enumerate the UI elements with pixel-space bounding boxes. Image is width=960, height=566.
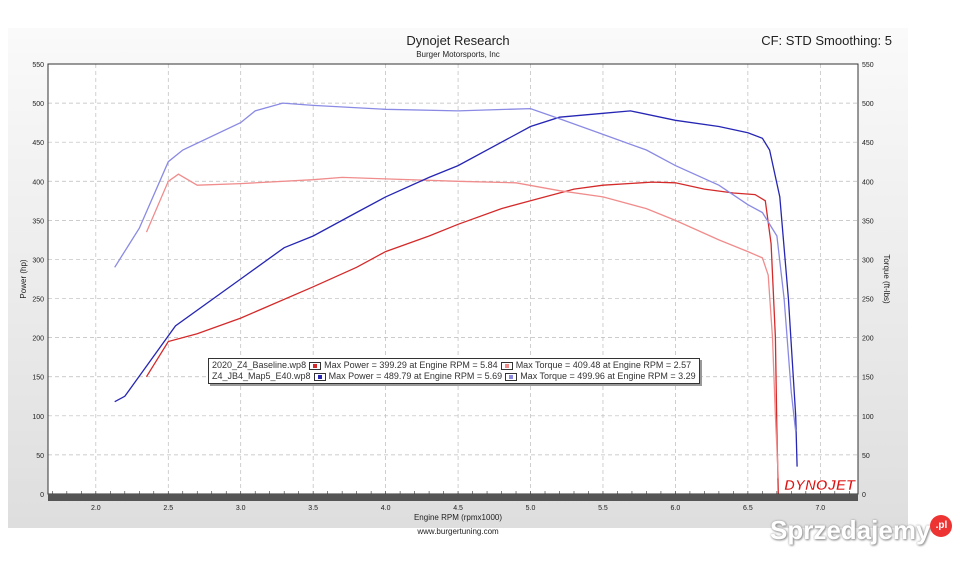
y-axis-label: Power (hp)	[19, 259, 28, 298]
y-tick-label: 0	[40, 492, 44, 499]
plot-area	[48, 64, 858, 494]
legend-row: Z4_JB4_Map5_E40.wp8 Max Power = 489.79 at…	[212, 371, 696, 382]
legend: 2020_Z4_Baseline.wp8 Max Power = 399.29 a…	[208, 358, 700, 384]
y-tick-label: 550	[32, 62, 44, 69]
chart-title: Dynojet Research	[406, 33, 509, 48]
footer-url: www.burgertuning.com	[416, 527, 499, 536]
y-tick-label: 100	[32, 414, 44, 421]
x-tick-label: 6.0	[671, 505, 681, 512]
y2-tick-label: 550	[862, 62, 874, 69]
watermark: Sprzedajemy .pl	[770, 515, 953, 546]
watermark-text: Sprzedajemy	[770, 515, 931, 545]
y2-tick-label: 100	[862, 414, 874, 421]
y-tick-label: 50	[36, 453, 44, 460]
series-line-2	[114, 110, 798, 467]
y2-axis-label: Torque (ft-lbs)	[882, 254, 891, 304]
power-swatch	[309, 361, 322, 370]
x-tick-label: 5.0	[526, 505, 536, 512]
x-tick-label: 3.0	[236, 505, 246, 512]
torque-swatch	[500, 361, 513, 370]
y2-tick-label: 150	[862, 375, 874, 382]
x-axis-bar	[48, 494, 858, 501]
x-tick-label: 6.5	[743, 505, 753, 512]
y2-tick-label: 50	[862, 453, 870, 460]
y2-tick-label: 200	[862, 336, 874, 343]
chart-subtitle: Burger Motorsports, Inc	[416, 50, 500, 59]
y2-tick-label: 350	[862, 218, 874, 225]
y2-tick-label: 400	[862, 179, 874, 186]
y2-tick-label: 0	[862, 492, 866, 499]
legend-row: 2020_Z4_Baseline.wp8 Max Power = 399.29 a…	[212, 360, 696, 371]
y-tick-label: 500	[32, 101, 44, 108]
y2-tick-label: 450	[862, 140, 874, 147]
y2-tick-label: 500	[862, 101, 874, 108]
legend-file: Z4_JB4_Map5_E40.wp8	[212, 371, 311, 381]
torque-swatch	[505, 372, 518, 381]
y-tick-label: 400	[32, 179, 44, 186]
y2-tick-label: 300	[862, 257, 874, 264]
dynojet-logo: DYNOJET	[784, 477, 857, 494]
series-line-3	[114, 102, 797, 432]
x-tick-label: 2.5	[163, 505, 173, 512]
x-tick-label: 2.0	[91, 505, 101, 512]
settings-label: CF: STD Smoothing: 5	[761, 33, 892, 48]
x-tick-label: 4.5	[453, 505, 463, 512]
y-tick-label: 150	[32, 375, 44, 382]
y-tick-label: 450	[32, 140, 44, 147]
legend-torque: Max Torque = 499.96 at Engine RPM = 3.29	[520, 371, 696, 381]
x-tick-label: 7.0	[815, 505, 825, 512]
y-tick-label: 300	[32, 257, 44, 264]
watermark-badge: .pl	[930, 515, 953, 537]
legend-torque: Max Torque = 409.48 at Engine RPM = 2.57	[515, 360, 692, 370]
legend-file: 2020_Z4_Baseline.wp8	[212, 360, 307, 370]
x-axis-label: Engine RPM (rpmx1000)	[414, 513, 502, 522]
power-swatch	[313, 372, 326, 381]
y-tick-label: 250	[32, 297, 44, 304]
series-line-1	[145, 173, 779, 479]
y-tick-label: 350	[32, 218, 44, 225]
y-tick-label: 200	[32, 336, 44, 343]
legend-power: Max Power = 489.79 at Engine RPM = 5.69	[328, 371, 503, 381]
x-tick-label: 4.0	[381, 505, 391, 512]
series-line-0	[145, 181, 779, 495]
y2-tick-label: 250	[862, 297, 874, 304]
legend-power: Max Power = 399.29 at Engine RPM = 5.84	[324, 360, 498, 370]
x-tick-label: 3.5	[308, 505, 318, 512]
x-tick-label: 5.5	[598, 505, 608, 512]
